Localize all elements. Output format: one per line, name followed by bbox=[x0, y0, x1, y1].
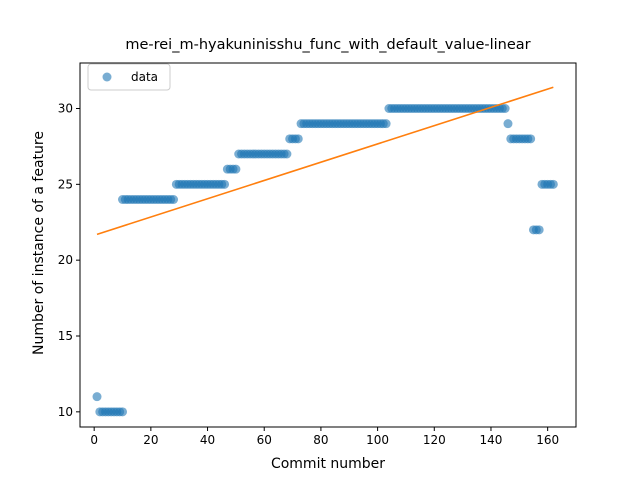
x-tick-label: 60 bbox=[257, 433, 272, 447]
y-tick-label: 25 bbox=[58, 177, 73, 191]
data-point bbox=[549, 180, 558, 189]
data-point bbox=[93, 392, 102, 401]
data-point bbox=[169, 195, 178, 204]
data-point bbox=[294, 134, 303, 143]
x-tick-label: 0 bbox=[90, 433, 98, 447]
data-point bbox=[118, 407, 127, 416]
x-tick-label: 40 bbox=[200, 433, 215, 447]
x-tick-label: 120 bbox=[423, 433, 446, 447]
x-tick-label: 20 bbox=[143, 433, 158, 447]
x-tick-label: 140 bbox=[480, 433, 503, 447]
fit-line-layer bbox=[97, 87, 553, 234]
fit-line bbox=[97, 87, 553, 234]
legend-marker bbox=[103, 73, 112, 82]
data-points bbox=[93, 104, 558, 416]
y-axis-ticks: 10 15 20 25 30 bbox=[58, 102, 80, 419]
legend: data bbox=[88, 64, 170, 90]
data-point bbox=[220, 180, 229, 189]
x-tick-label: 160 bbox=[536, 433, 559, 447]
x-tick-label: 100 bbox=[366, 433, 389, 447]
chart-title: me-rei_m-hyakuninisshu_func_with_default… bbox=[125, 37, 530, 53]
data-point bbox=[382, 119, 391, 128]
legend-label: data bbox=[131, 70, 158, 84]
y-tick-label: 15 bbox=[58, 329, 73, 343]
plot-frame bbox=[80, 63, 576, 427]
x-axis-title: Commit number bbox=[271, 456, 385, 472]
y-tick-label: 10 bbox=[58, 405, 73, 419]
data-point bbox=[282, 150, 291, 159]
y-tick-label: 20 bbox=[58, 253, 73, 267]
data-point bbox=[503, 119, 512, 128]
data-point bbox=[526, 134, 535, 143]
data-point bbox=[535, 225, 544, 234]
data-point bbox=[231, 165, 240, 174]
x-axis-ticks: 0 20 40 60 80 100 120 140 160 bbox=[90, 427, 559, 447]
y-tick-label: 30 bbox=[58, 102, 73, 116]
y-axis-title: Number of instance of a feature bbox=[31, 131, 47, 355]
x-tick-label: 80 bbox=[313, 433, 328, 447]
data-point bbox=[501, 104, 510, 113]
